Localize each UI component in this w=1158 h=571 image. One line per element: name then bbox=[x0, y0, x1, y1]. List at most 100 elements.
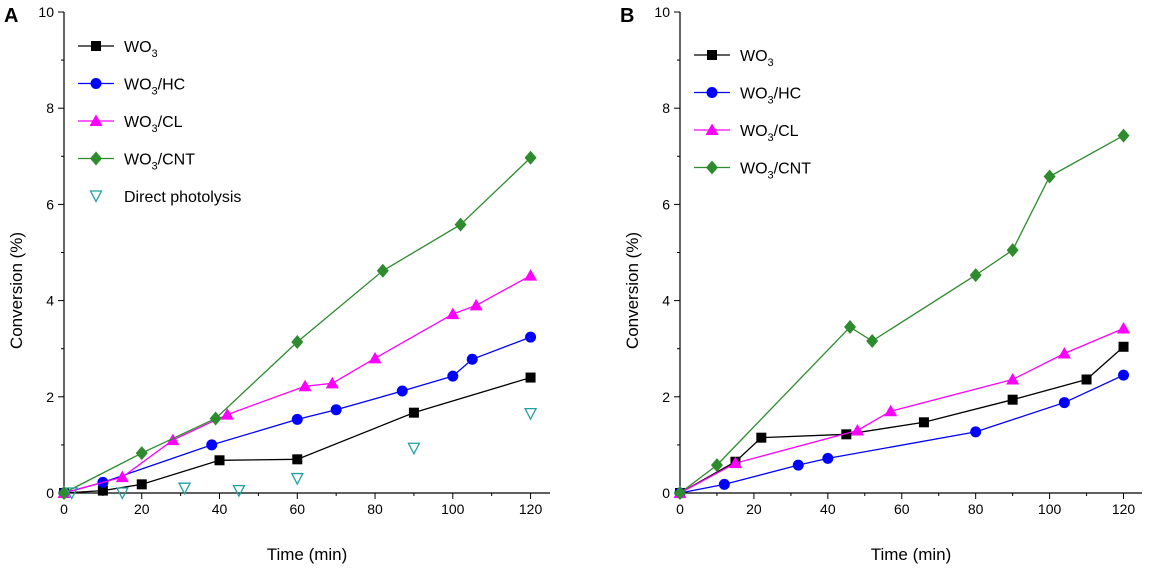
data-point bbox=[792, 459, 804, 471]
data-point bbox=[291, 413, 303, 425]
data-point bbox=[728, 456, 742, 469]
y-tick-label: 0 bbox=[662, 485, 670, 501]
legend-label: WO3/CL bbox=[740, 123, 799, 144]
x-tick-label: 80 bbox=[968, 501, 984, 517]
data-point bbox=[1118, 341, 1129, 352]
data-point bbox=[1117, 321, 1131, 334]
series-line bbox=[63, 275, 531, 494]
y-tick-label: 8 bbox=[662, 100, 670, 116]
chart-panel-a: A 0 20 40 60 80 100 120 0 2 4 6 8 10 Time (min) Convers… bbox=[4, 4, 550, 564]
data-point bbox=[446, 307, 460, 320]
y-axis-title: Conversion (%) bbox=[623, 232, 642, 349]
data-point bbox=[844, 320, 857, 335]
data-point bbox=[115, 487, 129, 500]
x-tick-label: 60 bbox=[894, 501, 910, 517]
series-direct-photolysis bbox=[65, 407, 538, 500]
data-point bbox=[756, 432, 767, 443]
data-point bbox=[523, 407, 538, 421]
x-tick-label: 100 bbox=[441, 501, 465, 517]
data-point bbox=[292, 454, 303, 465]
data-point bbox=[1043, 169, 1056, 184]
data-point bbox=[1118, 369, 1130, 381]
data-point bbox=[822, 452, 834, 464]
legend-label: WO3/CNT bbox=[124, 152, 195, 173]
data-point bbox=[97, 485, 108, 496]
data-point bbox=[65, 487, 79, 500]
data-point bbox=[918, 417, 929, 428]
data-point bbox=[1058, 397, 1070, 409]
legend: WO3 WO3/HC WO3/CL WO3/CNT Direct photolysis bbox=[78, 39, 241, 206]
data-point bbox=[214, 455, 225, 466]
legend-label: WO3 bbox=[740, 48, 774, 69]
data-point bbox=[850, 423, 864, 436]
panel-letter: A bbox=[4, 5, 18, 27]
y-tick-label: 10 bbox=[654, 4, 670, 20]
y-tick-label: 2 bbox=[46, 389, 54, 405]
data-point bbox=[232, 484, 246, 498]
data-point bbox=[209, 411, 222, 426]
data-point bbox=[330, 404, 342, 416]
data-point bbox=[970, 426, 982, 438]
data-point bbox=[115, 470, 129, 483]
data-point bbox=[177, 482, 192, 496]
x-tick-label: 20 bbox=[746, 501, 762, 517]
x-axis-title: Time (min) bbox=[267, 545, 348, 564]
data-point bbox=[368, 351, 382, 364]
data-point bbox=[524, 269, 538, 281]
series-line bbox=[63, 376, 531, 494]
y-tick-label: 0 bbox=[46, 485, 54, 501]
legend-label: WO3/CNT bbox=[740, 161, 811, 182]
series-wo3-hc bbox=[674, 369, 1130, 499]
legend-label: WO3 bbox=[124, 39, 158, 60]
data-point bbox=[674, 486, 686, 500]
legend-label: WO3/HC bbox=[740, 86, 801, 107]
legend-marker bbox=[705, 123, 719, 135]
y-tick-label: 6 bbox=[46, 196, 54, 212]
x-axis-title: Time (min) bbox=[871, 545, 952, 564]
data-point bbox=[710, 458, 723, 473]
data-point bbox=[1081, 374, 1092, 385]
data-point bbox=[290, 472, 304, 486]
data-point bbox=[1006, 372, 1020, 385]
legend-marker bbox=[91, 41, 101, 51]
series-line bbox=[63, 157, 532, 494]
legend-label: Direct photolysis bbox=[124, 189, 241, 206]
series-line bbox=[679, 327, 1124, 494]
data-point bbox=[866, 334, 879, 349]
data-point bbox=[524, 150, 537, 165]
data-point bbox=[135, 446, 148, 461]
x-tick-label: 100 bbox=[1038, 501, 1062, 517]
data-point bbox=[325, 376, 339, 389]
series-wo3-cl bbox=[57, 269, 538, 498]
y-tick-label: 10 bbox=[38, 4, 54, 20]
x-tick-label: 120 bbox=[519, 501, 543, 517]
y-tick-label: 4 bbox=[662, 293, 670, 309]
series-wo3-cl bbox=[673, 321, 1131, 498]
legend: WO3 WO3/HC WO3/CL WO3/CNT bbox=[694, 48, 811, 182]
x-tick-label: 120 bbox=[1112, 501, 1136, 517]
y-tick-label: 8 bbox=[46, 100, 54, 116]
x-tick-label: 0 bbox=[60, 501, 68, 517]
data-point bbox=[469, 298, 483, 311]
x-tick-label: 0 bbox=[676, 501, 684, 517]
legend-marker bbox=[707, 50, 717, 60]
legend-marker bbox=[89, 114, 103, 126]
data-point bbox=[220, 408, 234, 420]
legend-label: WO3/HC bbox=[124, 77, 185, 98]
legend-label: WO3/CL bbox=[124, 114, 183, 135]
data-point bbox=[1057, 347, 1071, 359]
data-point bbox=[454, 217, 467, 232]
data-point bbox=[396, 385, 408, 397]
data-point bbox=[525, 372, 536, 383]
data-point bbox=[376, 263, 389, 278]
data-point bbox=[466, 353, 478, 365]
chart-panel-b: B 0 20 40 60 80 100 120 0 2 4 6 8 10 Time (min) Convers… bbox=[620, 4, 1142, 564]
data-point bbox=[841, 429, 852, 440]
data-point bbox=[884, 404, 898, 417]
x-tick-label: 20 bbox=[134, 501, 150, 517]
data-point bbox=[166, 433, 180, 446]
panel-letter: B bbox=[620, 5, 634, 27]
data-point bbox=[298, 379, 312, 392]
y-tick-label: 2 bbox=[662, 389, 670, 405]
